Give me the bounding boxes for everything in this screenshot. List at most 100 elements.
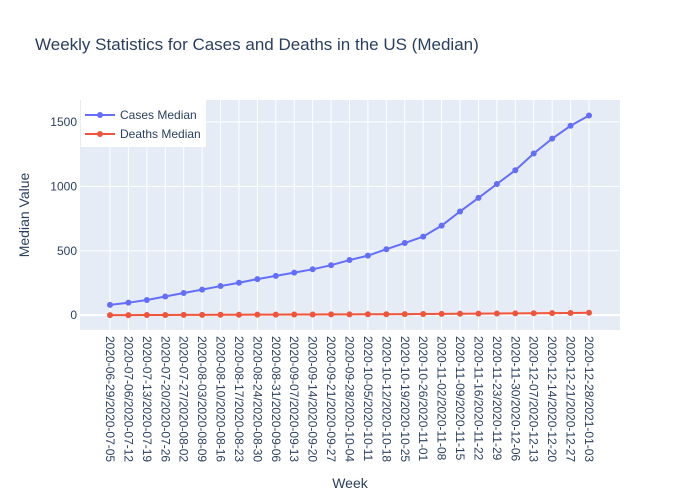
data-point[interactable] — [217, 283, 224, 290]
x-tick-label: 2020-11-02/2020-11-08 — [435, 336, 449, 461]
x-tick-label: 2020-06-29/2020-07-05 — [103, 336, 117, 462]
data-point[interactable] — [272, 311, 279, 318]
data-point[interactable] — [420, 233, 427, 240]
data-point[interactable] — [125, 312, 132, 319]
data-point[interactable] — [586, 309, 592, 316]
x-tick-label: 2020-10-26/2020-11-01 — [416, 336, 430, 462]
x-tick-label: 2020-09-21/2020-09-27 — [324, 336, 338, 462]
data-point[interactable] — [493, 310, 500, 317]
data-point[interactable] — [180, 290, 187, 297]
data-point[interactable] — [383, 311, 390, 318]
data-point[interactable] — [291, 311, 298, 318]
y-tick-label: 0 — [70, 308, 77, 322]
data-point[interactable] — [254, 276, 261, 283]
x-tick-label: 2020-08-03/2020-08-09 — [195, 336, 209, 462]
data-point[interactable] — [493, 181, 500, 188]
x-tick-label: 2020-10-05/2020-10-11 — [361, 336, 375, 462]
data-point[interactable] — [235, 311, 242, 318]
data-point[interactable] — [438, 222, 445, 229]
data-point[interactable] — [125, 299, 132, 306]
data-point[interactable] — [586, 112, 592, 119]
data-point[interactable] — [291, 269, 298, 276]
y-axis-ticks: 0 500 1000 1500 — [50, 115, 77, 322]
data-point[interactable] — [530, 150, 537, 157]
legend-label: Cases Median — [120, 108, 197, 122]
x-tick-label: 2020-09-07/2020-09-13 — [287, 336, 301, 462]
x-tick-label: 2020-12-28/2021-01-03 — [582, 336, 596, 462]
x-tick-label: 2020-11-23/2020-11-29 — [490, 336, 504, 461]
data-point[interactable] — [420, 311, 427, 318]
data-point[interactable] — [401, 240, 408, 247]
y-tick-label: 1000 — [50, 179, 77, 193]
x-axis-title: Week — [332, 475, 369, 491]
legend-marker — [97, 131, 103, 137]
data-point[interactable] — [364, 252, 371, 259]
data-point[interactable] — [309, 266, 316, 273]
data-point[interactable] — [162, 312, 169, 319]
legend[interactable]: Cases Median Deaths Median — [81, 100, 206, 147]
chart-title: Weekly Statistics for Cases and Deaths i… — [35, 35, 479, 54]
x-tick-label: 2020-12-14/2020-12-20 — [545, 336, 559, 462]
x-tick-label: 2020-12-07/2020-12-13 — [527, 336, 541, 462]
x-tick-label: 2020-08-10/2020-08-16 — [214, 336, 228, 462]
legend-label: Deaths Median — [120, 127, 201, 141]
data-point[interactable] — [346, 257, 353, 264]
data-point[interactable] — [328, 311, 335, 318]
data-point[interactable] — [107, 312, 113, 319]
x-axis-ticks: 2020-06-29/2020-07-05 2020-07-06/2020-07-… — [103, 336, 596, 462]
y-axis-title: Median Value — [16, 173, 32, 258]
data-point[interactable] — [457, 310, 464, 317]
data-point[interactable] — [549, 310, 556, 317]
x-tick-label: 2020-11-09/2020-11-15 — [453, 336, 467, 461]
data-point[interactable] — [199, 311, 206, 318]
x-tick-label: 2020-08-31/2020-09-06 — [269, 336, 283, 462]
x-tick-label: 2020-07-13/2020-07-19 — [140, 336, 154, 462]
data-point[interactable] — [438, 310, 445, 317]
x-tick-label: 2020-07-06/2020-07-12 — [121, 336, 135, 462]
data-point[interactable] — [567, 122, 574, 129]
x-tick-label: 2020-09-28/2020-10-04 — [343, 336, 357, 462]
x-tick-label: 2020-10-12/2020-10-18 — [379, 336, 393, 462]
legend-item[interactable]: Deaths Median — [85, 127, 201, 141]
data-point[interactable] — [143, 312, 150, 319]
data-point[interactable] — [346, 311, 353, 318]
x-tick-label: 2020-12-21/2020-12-27 — [564, 336, 578, 462]
data-point[interactable] — [272, 272, 279, 279]
data-point[interactable] — [549, 135, 556, 142]
x-tick-label: 2020-09-14/2020-09-20 — [306, 336, 320, 462]
data-point[interactable] — [512, 167, 519, 174]
series-layer — [107, 112, 592, 319]
data-point[interactable] — [180, 311, 187, 318]
data-point[interactable] — [328, 262, 335, 269]
legend-item[interactable]: Cases Median — [85, 108, 197, 122]
data-point[interactable] — [309, 311, 316, 318]
series-0 — [107, 112, 592, 308]
data-point[interactable] — [199, 286, 206, 293]
y-tick-label: 500 — [57, 244, 77, 258]
data-point[interactable] — [475, 310, 482, 317]
data-point[interactable] — [567, 309, 574, 316]
data-point[interactable] — [107, 301, 113, 308]
data-point[interactable] — [364, 311, 371, 318]
data-point[interactable] — [475, 194, 482, 201]
x-tick-label: 2020-07-20/2020-07-26 — [158, 336, 172, 462]
data-point[interactable] — [235, 279, 242, 286]
x-tick-label: 2020-11-16/2020-11-22 — [471, 336, 485, 461]
x-tick-label: 2020-11-30/2020-12-06 — [508, 336, 522, 462]
data-point[interactable] — [401, 311, 408, 318]
data-point[interactable] — [143, 296, 150, 303]
data-point[interactable] — [254, 311, 261, 318]
data-point[interactable] — [383, 246, 390, 253]
data-point[interactable] — [162, 293, 169, 300]
x-tick-label: 2020-07-27/2020-08-02 — [177, 336, 191, 462]
data-point[interactable] — [457, 208, 464, 215]
series-1 — [107, 309, 592, 319]
x-tick-label: 2020-08-17/2020-08-23 — [232, 336, 246, 462]
x-tick-label: 2020-08-24/2020-08-30 — [250, 336, 264, 462]
data-point[interactable] — [217, 311, 224, 318]
data-point[interactable] — [530, 310, 537, 317]
y-tick-label: 1500 — [50, 115, 77, 129]
legend-marker — [97, 112, 103, 118]
data-point[interactable] — [512, 310, 519, 317]
